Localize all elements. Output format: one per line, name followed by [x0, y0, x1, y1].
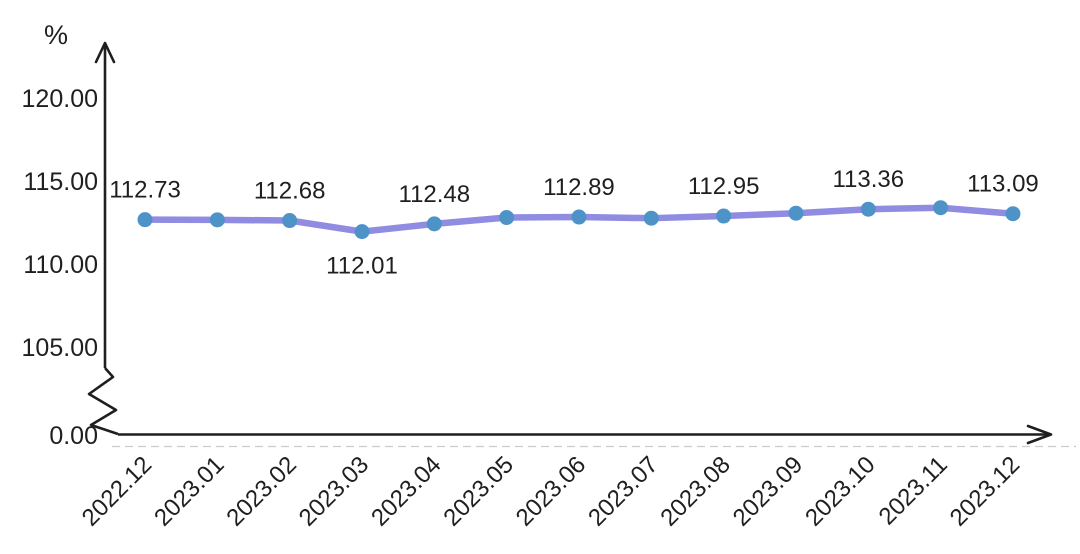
x-tick-label: 2023.09 — [728, 451, 808, 531]
x-tick-label: 2023.04 — [366, 451, 446, 531]
data-point-marker — [282, 213, 298, 229]
data-point-label: 112.68 — [254, 178, 326, 205]
data-point-marker — [354, 224, 370, 240]
x-axis-tick-labels: 2022.122023.012023.022023.032023.042023.… — [77, 451, 1025, 531]
data-point-label: 112.95 — [688, 173, 760, 200]
x-tick-label: 2023.12 — [945, 451, 1025, 531]
data-point-marker — [137, 212, 153, 228]
data-point-label: 113.36 — [832, 166, 904, 193]
data-series — [137, 200, 1021, 240]
x-axis-arrowhead-icon — [1026, 424, 1053, 445]
data-point-label: 112.89 — [543, 174, 615, 201]
y-axis-arrowhead-icon — [94, 41, 116, 64]
data-point-marker — [426, 216, 442, 232]
data-point-label: 112.73 — [109, 177, 181, 204]
x-tick-label: 2023.05 — [438, 451, 518, 531]
y-tick-label: 110.00 — [23, 251, 98, 279]
data-point-marker — [933, 200, 949, 216]
data-point-labels: 112.73 112.68 112.01 112.48 112.89 112.95 113.… — [109, 166, 1039, 279]
data-point-marker — [643, 210, 659, 226]
y-axis-unit-label: % — [44, 20, 68, 50]
data-point-label: 113.09 — [967, 171, 1039, 198]
x-tick-label: 2023.07 — [583, 451, 663, 531]
y-axis-break-zigzag — [87, 367, 119, 436]
x-tick-label: 2023.11 — [874, 451, 953, 530]
x-tick-label: 2023.06 — [511, 451, 591, 531]
y-tick-label: 105.00 — [22, 334, 98, 362]
x-tick-label: 2023.01 — [149, 451, 229, 531]
data-point-marker — [860, 201, 876, 217]
y-tick-label: 0.00 — [49, 422, 98, 450]
data-point-marker — [1005, 206, 1021, 222]
data-point-label: 112.48 — [399, 181, 471, 208]
x-tick-label: 2023.08 — [655, 451, 735, 531]
data-point-marker — [788, 205, 804, 221]
y-tick-label: 115.00 — [23, 168, 98, 196]
data-point-marker — [499, 210, 515, 226]
x-tick-label: 2023.03 — [294, 451, 374, 531]
data-point-marker — [571, 209, 587, 225]
y-axis-tick-labels: 120.00 115.00 110.00 105.00 0.00 — [22, 85, 98, 450]
x-tick-label: 2023.10 — [800, 451, 880, 531]
data-point-marker — [716, 208, 732, 224]
x-tick-label: 2023.02 — [221, 451, 301, 531]
x-tick-label: 2022.12 — [77, 451, 157, 531]
data-point-label: 112.01 — [326, 253, 398, 280]
y-tick-label: 120.00 — [22, 85, 98, 113]
data-point-marker — [209, 212, 225, 228]
